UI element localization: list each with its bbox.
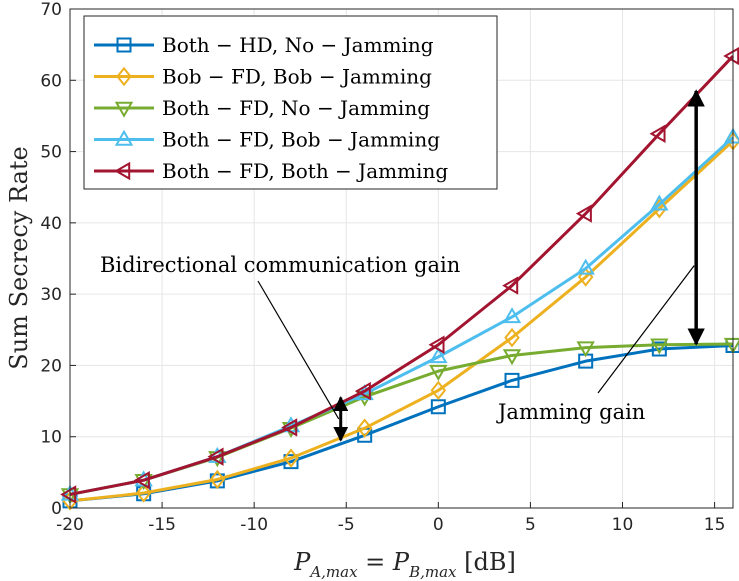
- y-tick-label: 70: [40, 0, 62, 20]
- data-point: [650, 338, 669, 355]
- y-tick-label: 10: [40, 428, 62, 448]
- y-tick-label: 30: [40, 285, 62, 305]
- y-tick-label: 60: [40, 71, 62, 91]
- data-point: [354, 381, 371, 401]
- legend-label: Both − FD, Bob − Jamming: [162, 128, 440, 152]
- y-tick-label: 20: [40, 356, 62, 376]
- legend-item: Both − FD, No − Jamming: [94, 96, 430, 120]
- data-point: [283, 448, 299, 468]
- data-point: [430, 399, 446, 415]
- x-tick-label: 0: [433, 515, 444, 535]
- data-point: [428, 335, 445, 354]
- legend-label: Bob − FD, Bob − Jamming: [162, 65, 432, 89]
- legend-label: Both − HD, No − Jamming: [162, 33, 434, 57]
- legend-marker: [116, 37, 132, 53]
- annotation-pointer: [257, 280, 340, 420]
- legend-item: Both − FD, Both − Jamming: [94, 159, 448, 183]
- series-line: [69, 55, 735, 496]
- plot-frame: [69, 8, 734, 509]
- data-point: [502, 276, 519, 295]
- legend-marker: [116, 66, 132, 87]
- data-point: [207, 447, 224, 466]
- series-layer: [60, 46, 739, 511]
- ticks: -20 -15 -10 -5 0 5 10 15 0 10 20 30 40 50 60 70: [40, 0, 725, 535]
- annotation-bidirectional: Bidirectional communication gain: [100, 253, 460, 277]
- data-point: [356, 418, 373, 438]
- series-5: [60, 46, 739, 504]
- data-point: [60, 485, 77, 504]
- legend-marker: [114, 101, 134, 118]
- data-point: [504, 327, 520, 348]
- x-tick-label: 10: [612, 515, 634, 535]
- data-point: [504, 372, 520, 388]
- x-axis-label: PA,max = PB,max [dB]: [293, 548, 516, 581]
- x-tick-label: 15: [704, 515, 726, 535]
- legend-label: Both − FD, Both − Jamming: [162, 159, 448, 183]
- data-point: [651, 341, 667, 357]
- legend-marker: [114, 161, 131, 181]
- data-point: [429, 347, 448, 364]
- y-tick-label: 0: [51, 499, 62, 519]
- annotation-jamming: Jamming gain: [496, 400, 645, 424]
- legend-item: Both − HD, No − Jamming: [94, 33, 434, 57]
- data-point: [430, 380, 447, 401]
- data-point: [283, 454, 299, 470]
- y-axis-label: Sum Secrecy Rate: [5, 146, 33, 369]
- data-point: [133, 470, 150, 490]
- data-point: [650, 194, 669, 211]
- data-point: [357, 427, 373, 443]
- annotations: Bidirectional communication gain Jamming …: [100, 89, 705, 442]
- y-tick-label: 40: [40, 214, 62, 234]
- data-point: [502, 307, 522, 324]
- legend-item: Both − FD, Bob − Jamming: [94, 128, 440, 152]
- data-point: [429, 364, 448, 381]
- x-tick-label: -20: [56, 515, 84, 535]
- series-line: [69, 139, 735, 503]
- legend-item: Bob − FD, Bob − Jamming: [94, 65, 432, 89]
- data-point: [575, 204, 592, 223]
- legend: Both − HD, No − Jamming Bob − FD, Bob − J…: [83, 15, 498, 190]
- series-line: [69, 136, 735, 496]
- annotation-pointer: [597, 265, 695, 394]
- data-point: [576, 258, 595, 275]
- x-tick-label: -10: [240, 515, 268, 535]
- data-point: [578, 353, 594, 369]
- legend-marker: [114, 129, 134, 146]
- data-point: [649, 124, 666, 143]
- legend-label: Both − FD, No − Jamming: [162, 96, 430, 120]
- data-point: [209, 469, 226, 490]
- data-point: [281, 418, 298, 437]
- data-point: [135, 483, 152, 503]
- x-tick-label: 5: [525, 515, 536, 535]
- data-point: [576, 341, 595, 358]
- data-point: [502, 349, 522, 366]
- y-tick-label: 50: [40, 143, 62, 163]
- x-tick-label: -15: [148, 515, 176, 535]
- x-tick-label: -5: [338, 515, 355, 535]
- data-point: [723, 46, 739, 66]
